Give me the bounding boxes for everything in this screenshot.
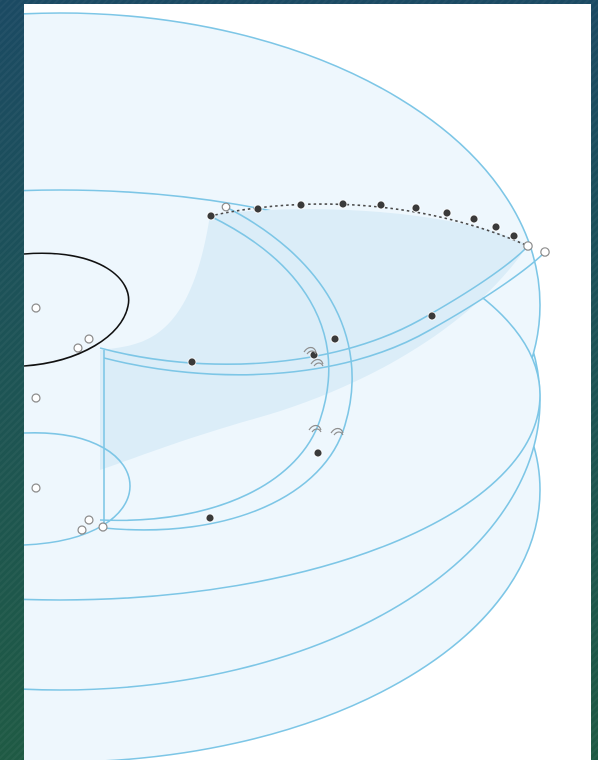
coincident-constraint-icon[interactable]	[310, 358, 324, 367]
lower-hole-edge[interactable]	[24, 432, 131, 546]
coincident-constraint-icon[interactable]	[330, 427, 344, 436]
cad-viewport[interactable]	[24, 4, 591, 760]
inner-arc-left[interactable]	[99, 215, 330, 522]
inner-arc-right[interactable]	[103, 206, 353, 531]
coincident-constraint-icon[interactable]	[308, 424, 322, 433]
coincident-constraint-icon[interactable]	[303, 346, 317, 355]
outer-sweep-curve[interactable]	[99, 245, 529, 365]
handle-points[interactable]	[31, 202, 550, 535]
selected-hole-edge[interactable]	[24, 252, 130, 367]
shaded-inner-region	[100, 209, 528, 471]
sketch-canvas[interactable]	[24, 4, 591, 760]
outer-sweep-curve-offset[interactable]	[103, 251, 546, 376]
